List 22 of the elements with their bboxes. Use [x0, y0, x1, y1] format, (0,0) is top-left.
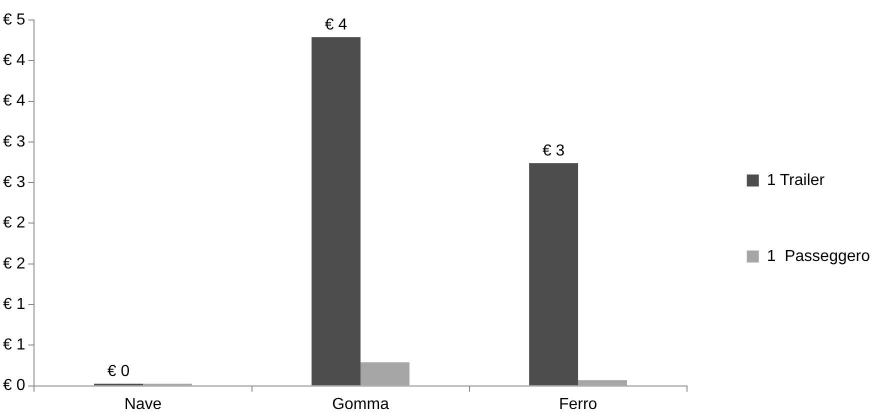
x-tick-label: Gomma — [332, 396, 390, 413]
y-tick-label: € 2 — [2, 214, 26, 232]
y-tick-label: € 1 — [2, 296, 26, 313]
bar — [360, 362, 410, 386]
x-tick-label: Nave — [124, 396, 162, 413]
y-tick-label: € 4 — [2, 52, 26, 70]
y-tick-label: € 5 — [2, 11, 26, 28]
data-label: € 3 — [542, 142, 565, 160]
y-tick-label: € 2 — [2, 255, 26, 272]
x-tick-label: Ferro — [558, 396, 598, 413]
bar — [578, 380, 627, 386]
data-label: € 4 — [324, 16, 348, 34]
y-tick-label: € 0 — [2, 377, 26, 394]
y-tick-label: € 4 — [2, 92, 26, 110]
bar — [312, 37, 361, 386]
y-tick-label: € 1 — [2, 336, 26, 354]
bar — [529, 163, 578, 386]
y-tick-label: € 3 — [2, 174, 26, 191]
legend-label: 1 Trailer — [766, 172, 826, 189]
data-label: € 0 — [107, 363, 130, 380]
y-tick-label: € 3 — [2, 133, 26, 150]
legend-label: 1 Passeggero — [766, 248, 870, 265]
